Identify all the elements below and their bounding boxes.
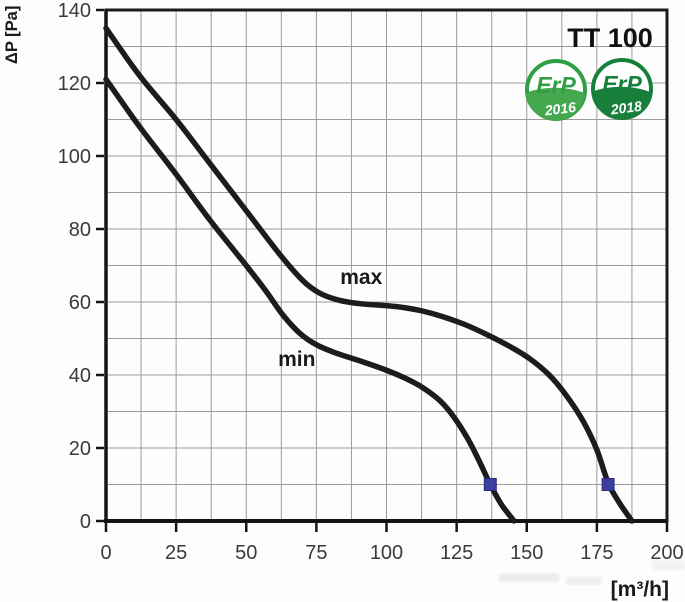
erp-2018-year: 2018	[609, 98, 643, 118]
x-tick-label: 25	[165, 542, 187, 564]
y-tick-label: 40	[69, 365, 91, 387]
y-tick-label: 0	[80, 511, 91, 533]
erp-2016-year: 2016	[543, 99, 577, 119]
y-tick-label: 20	[69, 438, 91, 460]
y-tick-label: 60	[69, 292, 91, 314]
x-tick-label: 0	[100, 542, 111, 564]
max-operating-point-marker	[601, 478, 615, 491]
scan-smudge	[566, 577, 602, 585]
erp-2018-text: ErP	[602, 71, 642, 97]
erp-2016-leaf	[525, 87, 585, 121]
y-tick-label: 120	[58, 73, 91, 95]
chart-title: TT 100	[567, 23, 653, 53]
erp-2016-text: ErP	[536, 72, 576, 98]
min-operating-point-marker	[483, 478, 497, 491]
x-tick-label: 200	[650, 542, 683, 564]
tick-labels: 0 25 50 75 100 125 150 175 200 0 20 40 60 80 100 120 140	[58, 0, 684, 564]
x-tick-label: 100	[370, 542, 403, 564]
performance-curves	[103, 25, 635, 524]
y-tick-label: 140	[58, 0, 91, 22]
scan-smudge	[652, 560, 685, 570]
x-tick-label: 150	[510, 542, 543, 564]
erp-2018-leaf	[591, 86, 651, 120]
x-tick-label: 125	[440, 542, 473, 564]
axes	[96, 8, 669, 532]
y-tick-label: 80	[69, 219, 91, 241]
erp-2018-badge: ErP 2018	[591, 58, 653, 120]
x-axis-label: [m³/h]	[611, 578, 669, 601]
min-curve	[103, 76, 517, 524]
max-curve	[103, 25, 635, 524]
max-curve-label: max	[340, 266, 382, 289]
x-tick-label: 50	[235, 542, 257, 564]
x-tick-label: 175	[580, 542, 613, 564]
y-tick-label: 100	[58, 146, 91, 168]
x-tick-label: 75	[305, 542, 327, 564]
min-curve-label: min	[278, 348, 315, 371]
y-axis-label: ΔP [Pa]	[3, 6, 21, 64]
scan-smudge	[499, 573, 559, 582]
erp-2016-badge: ErP 2016	[525, 59, 587, 121]
